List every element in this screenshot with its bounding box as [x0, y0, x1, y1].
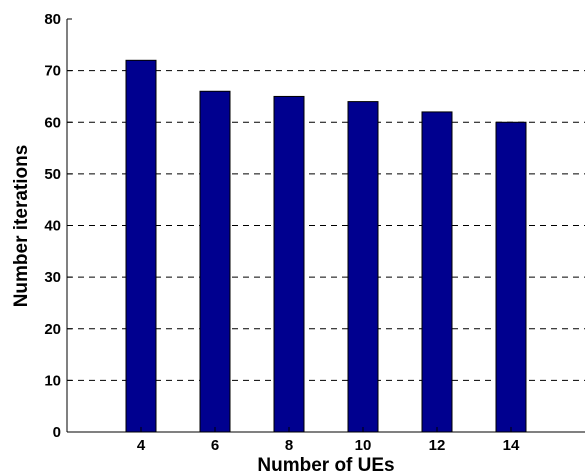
bar: [495, 121, 527, 433]
y-tick-label: 80: [44, 11, 61, 28]
x-tick-label: 6: [211, 437, 219, 454]
y-tick-label: 20: [44, 321, 61, 338]
x-ticks: 4 6 8 10 12 14: [137, 427, 520, 454]
bar: [199, 90, 231, 433]
x-tick-label: 8: [285, 437, 293, 454]
y-tick-label: 30: [44, 269, 61, 286]
bar: [421, 111, 453, 433]
y-tick-label: 60: [44, 114, 61, 131]
x-tick-label: 10: [355, 437, 372, 454]
y-tick-label: 10: [44, 372, 61, 389]
y-ticks: 0 10 20 30 40 50 60 70 80: [44, 11, 72, 441]
bar: [347, 101, 379, 433]
bar: [273, 95, 305, 433]
bars: [125, 59, 527, 433]
y-tick-label: 50: [44, 166, 61, 183]
x-tick-label: 14: [503, 437, 520, 454]
x-axis-label: Number of UEs: [257, 455, 394, 475]
x-tick-label: 4: [137, 437, 146, 454]
x-tick-label: 12: [429, 437, 446, 454]
bar: [125, 59, 157, 433]
y-axis-label: Number iterations: [11, 145, 32, 308]
y-tick-label: 0: [53, 424, 61, 441]
y-tick-label: 70: [44, 63, 61, 80]
y-tick-label: 40: [44, 218, 61, 235]
